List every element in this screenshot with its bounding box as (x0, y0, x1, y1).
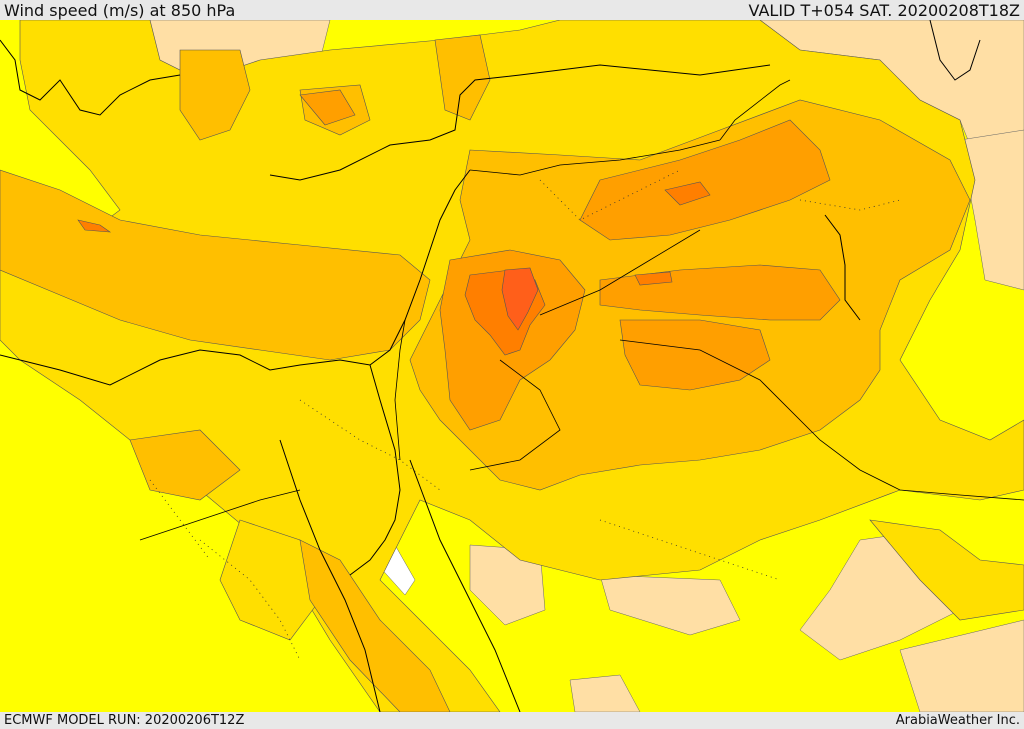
political-borders (139, 79, 1024, 541)
coast-anatolia (269, 64, 771, 181)
map-title: Wind speed (m/s) at 850 hPa (4, 0, 236, 20)
coast-caspian (929, 20, 981, 81)
coast-med-south (0, 169, 471, 386)
footer-bar: ECMWF MODEL RUN: 20200206T12Z ArabiaWeat… (0, 712, 1024, 729)
band7-iraq-core (634, 271, 673, 286)
dotted-line-6 (149, 479, 211, 561)
border-saudi-jordan (469, 359, 561, 471)
band6-arabia (619, 319, 771, 391)
band6-north (299, 89, 356, 126)
border-turkey-syria (469, 139, 721, 176)
band5-black-blob (434, 34, 491, 121)
credit: ArabiaWeather Inc. (895, 713, 1020, 728)
model-run: ECMWF MODEL RUN: 20200206T12Z (4, 713, 245, 728)
border-egypt-sudan (139, 489, 301, 541)
header-bar: Wind speed (m/s) at 850 hPa VALID T+054 … (0, 0, 1024, 20)
band4-se (869, 519, 1024, 621)
coast-sinai (349, 364, 401, 576)
band6-syria (579, 119, 831, 241)
band5-libya (129, 429, 241, 501)
band-8-areas (501, 267, 539, 331)
wind-speed-map[interactable] (0, 20, 1024, 712)
calm-area-south-central (599, 574, 741, 636)
coastlines (0, 20, 981, 712)
band7-med-core (77, 219, 112, 233)
valid-time: VALID T+054 SAT. 20200208T18Z (748, 0, 1020, 20)
band5-med (0, 169, 431, 361)
border-iraq-syria (719, 79, 791, 141)
band5-north-blob (179, 49, 251, 141)
dotted-isolines (149, 169, 901, 661)
calm-area-bottom (569, 674, 641, 712)
coast-red-sea-west (279, 439, 381, 712)
border-saudi-iraq (619, 339, 1024, 501)
dotted-line-5 (799, 199, 901, 211)
coast-greece (0, 39, 181, 116)
calm-area-east (959, 129, 1024, 291)
calm-area-se-lower (899, 619, 1024, 712)
coast-red-sea-east (409, 459, 521, 712)
band8-peak (501, 267, 539, 331)
coast-gulf (824, 214, 861, 321)
border-egypt-israel (394, 319, 406, 461)
band7-syria-core (664, 181, 711, 206)
band5-redsea (299, 539, 451, 712)
border-jordan-iraq (539, 229, 701, 316)
